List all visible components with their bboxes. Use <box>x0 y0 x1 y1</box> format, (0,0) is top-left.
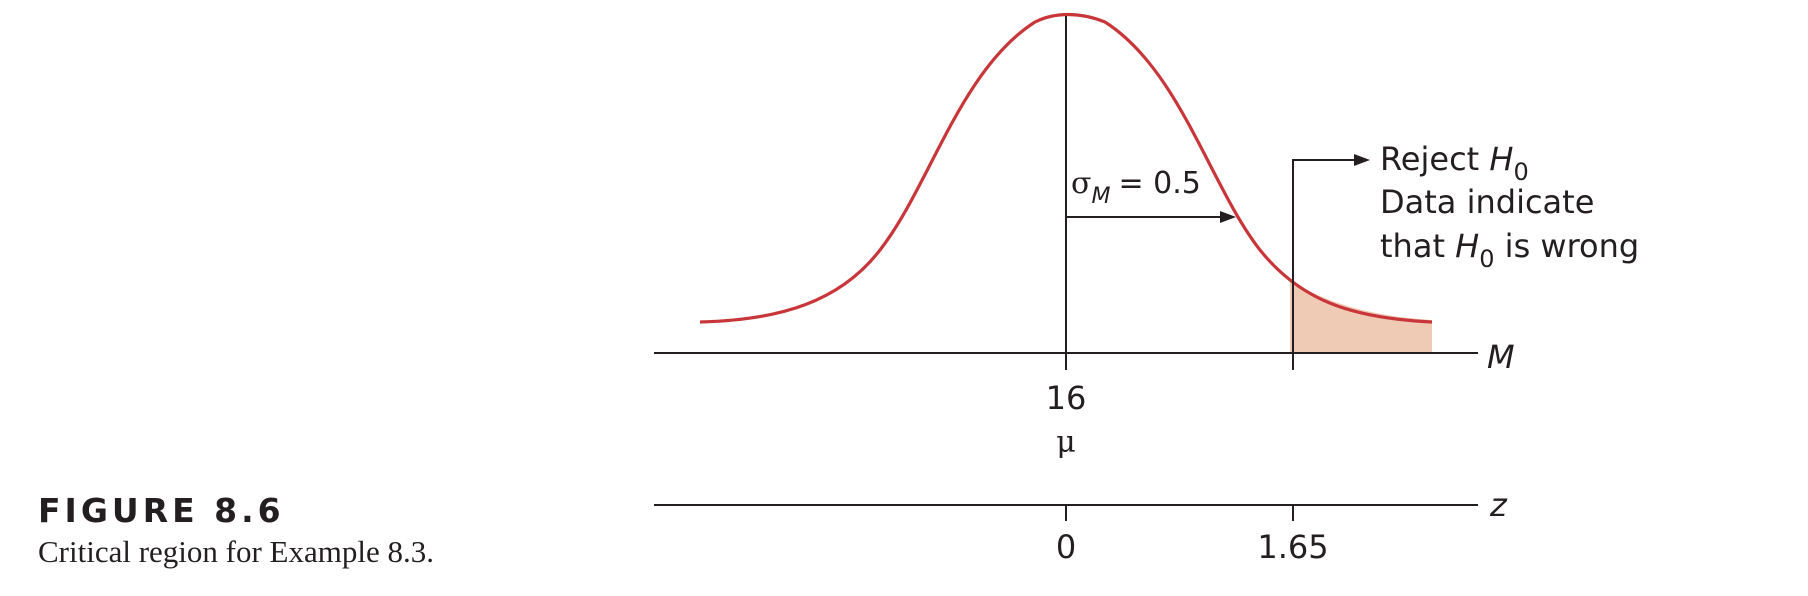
distribution-curve <box>699 12 1433 324</box>
critical-region-shading <box>1290 281 1432 353</box>
sigma-arrow-head <box>1220 211 1236 223</box>
reject-arrow-head <box>1354 154 1370 166</box>
reject-line-2: Data indicate <box>1380 183 1594 221</box>
sigma-subscript: M <box>1091 184 1110 209</box>
mu-symbol: μ <box>1056 425 1076 460</box>
reject-line-1: Reject H0 <box>1380 140 1529 186</box>
m-axis-label: M <box>1487 338 1515 376</box>
sigma-symbol: σ <box>1071 166 1091 201</box>
z-axis-label: z <box>1489 486 1508 524</box>
critical-boundary-line <box>1292 159 1360 353</box>
sigma-value: = 0.5 <box>1118 166 1200 201</box>
figure-caption: Critical region for Example 8.3. <box>38 534 434 569</box>
h0-letter: H <box>1489 140 1513 178</box>
figure-label: FIGURE 8.6 <box>38 491 285 530</box>
mean-tick-label: 16 <box>1046 379 1087 417</box>
z-tick-zero-label: 0 <box>1056 528 1076 566</box>
figure-caption-block: FIGURE 8.6 Critical region for Example 8… <box>38 492 434 570</box>
sigma-label: σM = 0.5 <box>1071 166 1201 209</box>
reject-line-3: that H0 is wrong <box>1380 227 1639 273</box>
z-tick-critical-label: 1.65 <box>1257 528 1328 566</box>
